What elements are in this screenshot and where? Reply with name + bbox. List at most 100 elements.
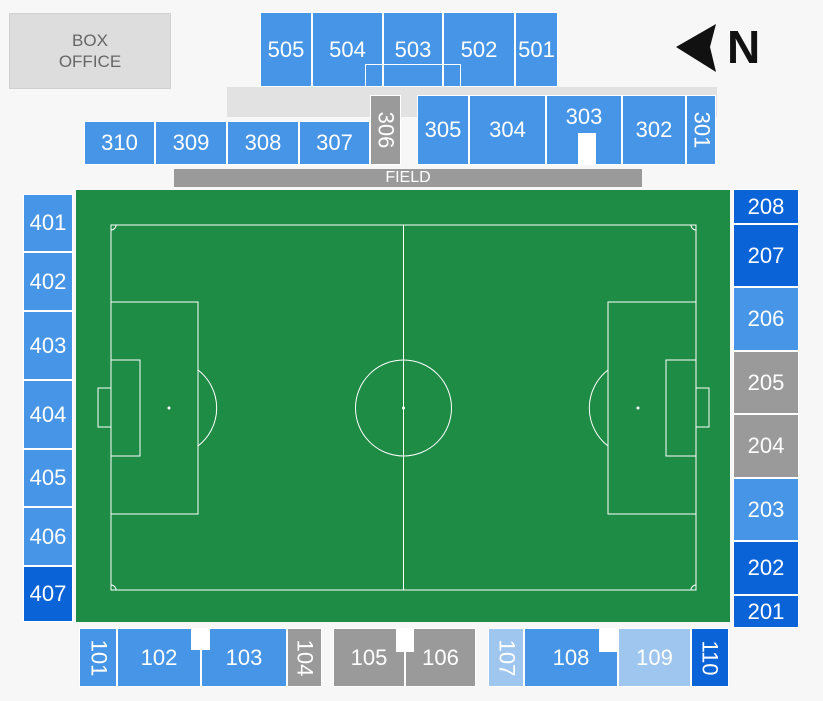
aisle-102-103 [191, 628, 210, 650]
section-301-label: 301 [689, 111, 714, 149]
section-407[interactable]: 407 [23, 566, 73, 622]
section-303-aisle [578, 133, 596, 165]
section-501[interactable]: 501 [515, 12, 558, 87]
section-308-label: 308 [244, 130, 282, 155]
section-204-label: 204 [747, 433, 785, 458]
section-203[interactable]: 203 [733, 478, 799, 541]
section-107[interactable]: 107 [488, 628, 524, 687]
section-101[interactable]: 101 [79, 628, 117, 687]
section-104[interactable]: 104 [287, 628, 322, 687]
right-penalty-spot [636, 406, 640, 410]
section-103[interactable]: 103 [201, 628, 287, 687]
section-301[interactable]: 301 [686, 95, 716, 165]
corner-arc-tr [690, 224, 697, 231]
left-penalty-area [110, 301, 199, 515]
field-label-bar: FIELD [174, 169, 642, 187]
section-201-label: 201 [747, 598, 785, 624]
section-206-label: 206 [747, 306, 785, 331]
section-201[interactable]: 201 [733, 595, 799, 628]
section-205-label: 205 [747, 369, 785, 395]
right-goal [695, 387, 710, 428]
right-penalty-arc [588, 369, 609, 447]
section-203-label: 203 [747, 496, 785, 522]
section-204[interactable]: 204 [733, 414, 799, 478]
section-504-label: 504 [329, 36, 366, 62]
corner-arc-tl [110, 224, 117, 231]
section-205[interactable]: 205 [733, 351, 799, 414]
aisle-105-106 [396, 628, 414, 652]
center-spot [402, 406, 405, 410]
section-102-label: 102 [140, 644, 178, 670]
soccer-field [76, 190, 730, 622]
north-arrow-icon [676, 24, 716, 72]
section-208[interactable]: 208 [733, 189, 799, 224]
section-403-label: 403 [29, 332, 67, 358]
right-goal-area [665, 359, 697, 457]
section-109[interactable]: 109 [618, 628, 691, 687]
section-505-label: 505 [267, 36, 305, 62]
left-penalty-arc [197, 369, 218, 447]
corner-arc-bl [110, 584, 117, 591]
section-102[interactable]: 102 [117, 628, 201, 687]
section-105[interactable]: 105 [333, 628, 405, 687]
section-106[interactable]: 106 [405, 628, 476, 687]
section-502-label: 502 [460, 36, 498, 62]
left-penalty-spot [167, 406, 171, 410]
left-goal [97, 387, 112, 428]
section-504[interactable]: 504 [312, 12, 383, 87]
section-308[interactable]: 308 [227, 121, 299, 165]
section-208-label: 208 [747, 193, 785, 219]
section-310[interactable]: 310 [84, 121, 155, 165]
section-505[interactable]: 505 [260, 12, 312, 87]
section-105-label: 105 [350, 644, 388, 670]
section-403[interactable]: 403 [23, 311, 73, 380]
section-406-label: 406 [29, 523, 67, 549]
box-office-line1: BOX [72, 31, 108, 50]
section-503-label: 503 [394, 36, 432, 62]
right-penalty-area [607, 301, 697, 515]
section-401[interactable]: 401 [23, 194, 73, 252]
section-103-label: 103 [225, 644, 263, 670]
section-305[interactable]: 305 [417, 95, 469, 165]
section-202-label: 202 [747, 555, 785, 580]
section-302-label: 302 [635, 117, 673, 142]
box-office[interactable]: BOX OFFICE [9, 13, 171, 89]
section-405-label: 405 [29, 465, 67, 490]
section-303-label: 303 [565, 104, 603, 129]
section-304[interactable]: 304 [469, 95, 546, 165]
compass-north-letter: N [727, 21, 761, 73]
section-310-label: 310 [101, 130, 138, 155]
section-108-label: 108 [552, 644, 590, 670]
section-405[interactable]: 405 [23, 449, 73, 507]
section-207-label: 207 [747, 242, 785, 268]
section-305-label: 305 [424, 117, 462, 142]
section-302[interactable]: 302 [622, 95, 686, 165]
section-104-label: 104 [292, 639, 318, 676]
section-307[interactable]: 307 [299, 121, 370, 165]
aisle-108-109 [599, 628, 618, 652]
section-109-label: 109 [636, 644, 673, 670]
left-goal-area [110, 359, 141, 457]
section-306[interactable]: 306 [370, 95, 401, 165]
section-304-label: 304 [489, 117, 526, 142]
section-404[interactable]: 404 [23, 380, 73, 449]
section-101-label: 101 [86, 639, 111, 676]
section-407-label: 407 [29, 581, 67, 606]
section-501-label: 501 [518, 36, 555, 62]
section-206[interactable]: 206 [733, 287, 799, 351]
section-503[interactable]: 503 [383, 12, 443, 87]
section-207[interactable]: 207 [733, 224, 799, 287]
section-503-notch [365, 64, 461, 86]
section-306-label: 306 [373, 111, 399, 149]
section-106-label: 106 [422, 644, 459, 670]
section-406[interactable]: 406 [23, 507, 73, 566]
section-402[interactable]: 402 [23, 252, 73, 311]
section-502[interactable]: 502 [443, 12, 515, 87]
section-202[interactable]: 202 [733, 541, 799, 595]
corner-arc-br [690, 584, 697, 591]
section-307-label: 307 [316, 130, 353, 155]
section-309[interactable]: 309 [155, 121, 227, 165]
section-110[interactable]: 110 [691, 628, 729, 687]
section-402-label: 402 [29, 268, 67, 294]
